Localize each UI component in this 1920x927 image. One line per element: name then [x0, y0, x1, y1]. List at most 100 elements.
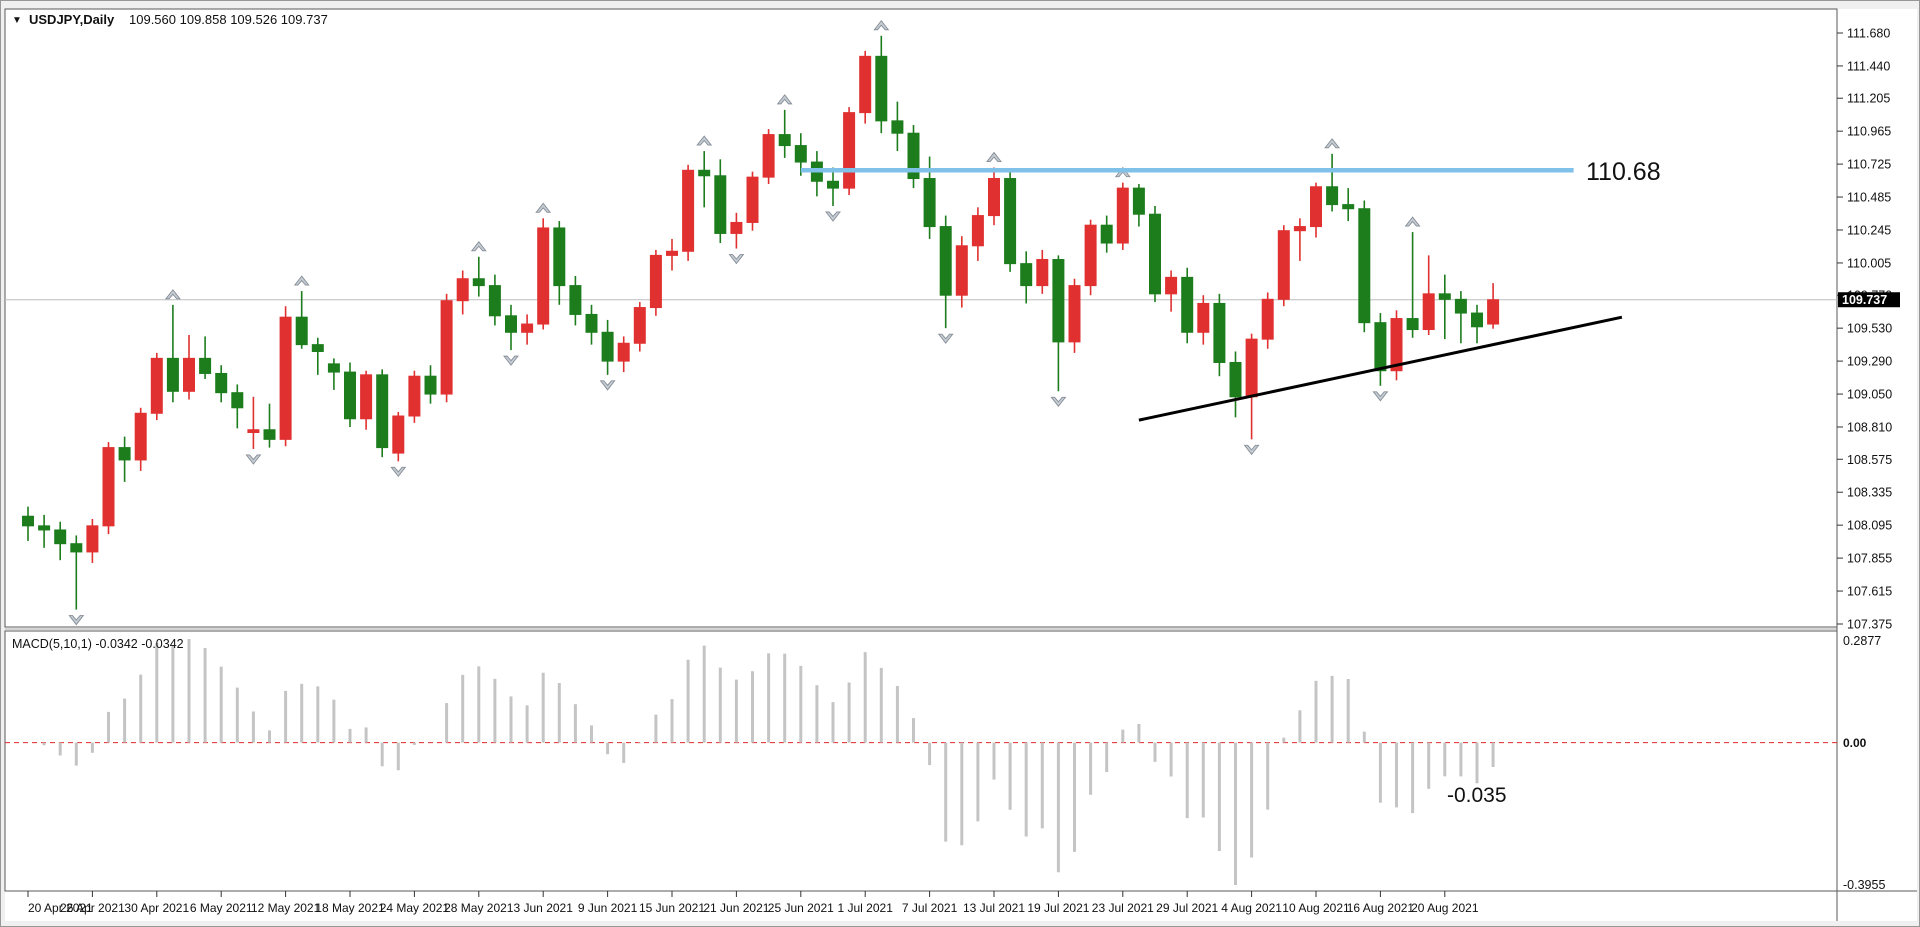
candle — [295, 291, 308, 349]
date-axis-label: 3 Jun 2021 — [514, 901, 574, 915]
candle — [215, 365, 228, 403]
candle — [1406, 232, 1419, 338]
candle — [746, 171, 759, 231]
date-axis-label: 23 Jul 2021 — [1092, 901, 1154, 915]
fractal-down-arrow-icon — [68, 615, 85, 626]
candle-body — [1116, 187, 1129, 244]
candle-body — [392, 415, 405, 454]
candle — [1390, 310, 1403, 381]
candle-body — [1068, 285, 1081, 343]
candle — [183, 335, 195, 400]
candle — [86, 518, 99, 563]
candle-body — [1100, 224, 1113, 244]
candle-body — [1358, 208, 1371, 324]
candle — [778, 109, 791, 158]
macd-value-annotation[interactable]: -0.035 — [1447, 784, 1507, 807]
price-pane[interactable] — [4, 8, 1838, 628]
fractal-down-arrow-icon — [503, 355, 519, 366]
candle — [1310, 182, 1322, 238]
candle — [1036, 249, 1049, 294]
candle — [601, 319, 614, 375]
candle — [1293, 218, 1306, 261]
candle-body — [38, 525, 51, 531]
candle — [585, 304, 598, 345]
candle — [537, 218, 550, 330]
candle-body — [1004, 178, 1017, 265]
candle — [263, 403, 276, 448]
candle-body — [1149, 213, 1161, 295]
price-axis-label: 111.680 — [1847, 27, 1890, 41]
date-axis-label: 26 Apr 2021 — [60, 901, 125, 915]
candle — [1374, 313, 1387, 386]
price-axis-label: 110.485 — [1847, 191, 1891, 205]
symbol-dropdown-icon[interactable]: ▼ — [12, 15, 22, 26]
candle-body — [1277, 230, 1290, 300]
candle — [505, 304, 517, 351]
candle — [1116, 182, 1129, 250]
candle — [1149, 205, 1161, 303]
candle — [440, 293, 453, 403]
candle-body — [553, 227, 566, 287]
candle — [1132, 184, 1145, 227]
date-axis-label: 4 Aug 2021 — [1221, 901, 1282, 915]
candle-body — [1213, 302, 1226, 363]
candle-body — [1471, 312, 1483, 328]
date-axis-label: 15 Jun 2021 — [639, 901, 705, 915]
price-axis-label: 109.530 — [1847, 322, 1892, 336]
candle-body — [1084, 224, 1097, 287]
date-axis-label: 9 Jun 2021 — [578, 901, 638, 915]
candle — [54, 521, 67, 561]
price-axis-label: 108.335 — [1847, 486, 1892, 500]
price-axis-label: 110.005 — [1847, 256, 1891, 270]
candle-body — [601, 331, 614, 362]
candle-body — [794, 145, 807, 163]
macd-axis-max: 0.2877 — [1843, 634, 1881, 648]
fractal-up-arrow-icon — [986, 151, 1002, 162]
candle-body — [585, 313, 598, 333]
candle-body — [472, 278, 485, 287]
candle — [730, 212, 743, 249]
candle-body — [569, 285, 582, 315]
support-trendline[interactable] — [1138, 315, 1623, 422]
candle-body — [247, 429, 260, 433]
macd-pane[interactable] — [4, 630, 1838, 892]
candle — [360, 370, 373, 430]
candle — [408, 370, 421, 423]
candle — [118, 436, 131, 482]
candle — [488, 274, 501, 326]
resistance-price-label[interactable]: 110.68 — [1586, 158, 1661, 186]
date-axis-label: 18 May 2021 — [315, 901, 385, 915]
candle-body — [778, 134, 791, 147]
candle-body — [1326, 186, 1339, 206]
fractal-down-arrow-icon — [1050, 396, 1067, 408]
date-axis-label: 30 Apr 2021 — [124, 901, 189, 915]
candle — [392, 411, 405, 462]
candle — [649, 249, 662, 316]
date-axis-label: 29 Jul 2021 — [1156, 901, 1218, 915]
candle-body — [1229, 361, 1242, 398]
candle-body — [488, 285, 501, 317]
candle-body — [199, 357, 212, 374]
candle — [617, 336, 630, 373]
candle — [1487, 283, 1500, 329]
candle-body — [1374, 322, 1387, 372]
candle — [1229, 351, 1242, 418]
candle-body — [907, 132, 920, 180]
candle — [1004, 168, 1017, 272]
candle — [553, 221, 566, 305]
candle-body — [698, 169, 711, 177]
candle — [1068, 278, 1081, 353]
candle — [38, 514, 51, 548]
date-axis-label: 10 Aug 2021 — [1282, 901, 1350, 915]
candle-body — [537, 227, 550, 325]
price-axis-label: 107.375 — [1847, 618, 1892, 632]
price-axis-label: 111.205 — [1847, 92, 1890, 106]
candle-body — [762, 134, 775, 178]
candle — [1261, 292, 1274, 349]
candle — [1100, 215, 1113, 253]
candle — [907, 124, 920, 189]
candle-body — [843, 112, 856, 189]
candle-body — [1342, 204, 1355, 210]
price-axis-label: 109.050 — [1847, 388, 1892, 402]
candle-body — [54, 529, 67, 545]
